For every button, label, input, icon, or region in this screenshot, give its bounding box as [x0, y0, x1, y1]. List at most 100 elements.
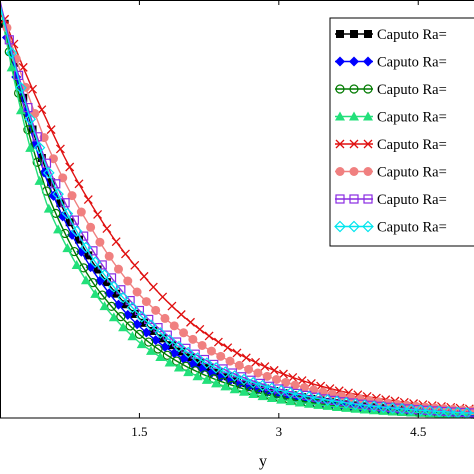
series-1-point: [93, 265, 102, 274]
series-1-point: [84, 251, 93, 260]
series-8-point: [433, 405, 445, 418]
series-7-point: [60, 198, 70, 208]
legend-entry-5: Caputo Ra=: [335, 137, 447, 153]
legend-box: [329, 17, 474, 247]
series-1-point: [233, 375, 241, 384]
series-8-point: [284, 387, 297, 399]
series-4-point: [313, 399, 324, 409]
series-6-point: [76, 207, 86, 217]
series-5-point: [232, 348, 242, 358]
series-6-point: [206, 346, 216, 356]
series-1-point: [28, 125, 37, 134]
series-4-point: [146, 345, 157, 355]
series-4-point: [62, 243, 73, 253]
series-8-point: [117, 291, 129, 304]
series-6-point: [272, 374, 281, 384]
legend-label: Caputo Ra=: [377, 220, 447, 236]
series-6-point: [216, 351, 226, 361]
series-6-point: [67, 191, 77, 201]
series-5-point: [260, 362, 270, 371]
series-1-point: [47, 178, 56, 187]
series-6-point: [58, 173, 68, 183]
series-8-point: [126, 301, 139, 314]
series-1-point: [37, 154, 46, 163]
series-8-point: [266, 382, 278, 395]
series-6: [0, 2, 474, 415]
legend-marker: [363, 194, 373, 204]
x-axis-label: y: [259, 453, 267, 470]
series-5-point: [83, 195, 93, 205]
legend-marker: [335, 139, 345, 149]
series-8-point: [98, 269, 111, 281]
plot-area: [0, 0, 474, 419]
series-4-point: [25, 142, 36, 152]
series-3-point: [125, 321, 135, 331]
series-8-point: [228, 370, 241, 382]
series-1-point: [75, 235, 83, 244]
legend-marker: [334, 220, 346, 233]
series-3-point: [32, 157, 42, 167]
series-8-point: [424, 405, 436, 417]
series-4-point: [99, 301, 110, 311]
series-8-point: [145, 319, 157, 332]
series-8-point: [15, 81, 27, 94]
series-1-point: [149, 326, 158, 335]
series-4-point: [80, 275, 91, 285]
series-8-point: [238, 373, 250, 386]
legend-entry-1: Caputo Ra=: [335, 27, 447, 43]
series-8-point: [24, 113, 37, 126]
series-4-point: [108, 312, 119, 322]
series-4-point: [127, 331, 138, 341]
legend-label: Caputo Ra=: [377, 137, 447, 153]
series-line-8: [0, 4, 474, 414]
series-8-point: [182, 346, 195, 359]
series-8-point: [247, 376, 260, 389]
series-5-point: [121, 249, 130, 259]
series-6-point: [114, 264, 123, 274]
series-3-point: [116, 312, 126, 322]
series-8-point: [396, 402, 408, 415]
series-6-point: [234, 360, 244, 370]
series-4-point: [220, 381, 231, 391]
legend-marker: [349, 139, 359, 149]
series-4-point: [43, 203, 54, 213]
series-3-point: [153, 344, 163, 354]
series-6-point: [86, 222, 96, 232]
legend-label: Caputo Ra=: [377, 82, 447, 98]
series-3-point: [134, 329, 145, 339]
series-6-point: [299, 383, 309, 393]
series-3-point: [106, 301, 117, 311]
series-5-point: [130, 260, 140, 270]
series-4-point: [359, 404, 370, 414]
legend-entry-2: Caputo Ra=: [335, 55, 447, 71]
series-6-point: [318, 387, 328, 397]
series-5-point: [148, 282, 158, 292]
series-5-point: [167, 301, 177, 311]
series-8-point: [349, 398, 362, 410]
series-4-point: [304, 398, 315, 408]
series-3-point: [60, 228, 70, 239]
series-1-point: [121, 300, 130, 309]
series-1-point: [158, 334, 167, 343]
series-4-point: [350, 403, 361, 413]
series-3-point: [51, 208, 61, 218]
series-4-point: [276, 394, 287, 404]
series-8-point: [405, 403, 418, 416]
legend-marker: [335, 111, 345, 121]
series-3-point: [162, 350, 172, 360]
series-4-point: [229, 384, 240, 394]
series-4-point: [396, 406, 407, 416]
series-6-point: [188, 334, 198, 344]
series-4-point: [183, 367, 194, 377]
series-8-point: [368, 400, 380, 413]
series-8-point: [321, 394, 334, 406]
series-8-point: [80, 241, 92, 254]
series-5-point: [204, 331, 214, 341]
legend-marker: [349, 84, 359, 94]
legend-marker: [335, 84, 345, 94]
series-6-point: [244, 364, 254, 374]
series-8-point: [312, 392, 325, 405]
series-8-point: [256, 379, 269, 392]
legend-entry-8: Caputo Ra=: [334, 220, 447, 236]
